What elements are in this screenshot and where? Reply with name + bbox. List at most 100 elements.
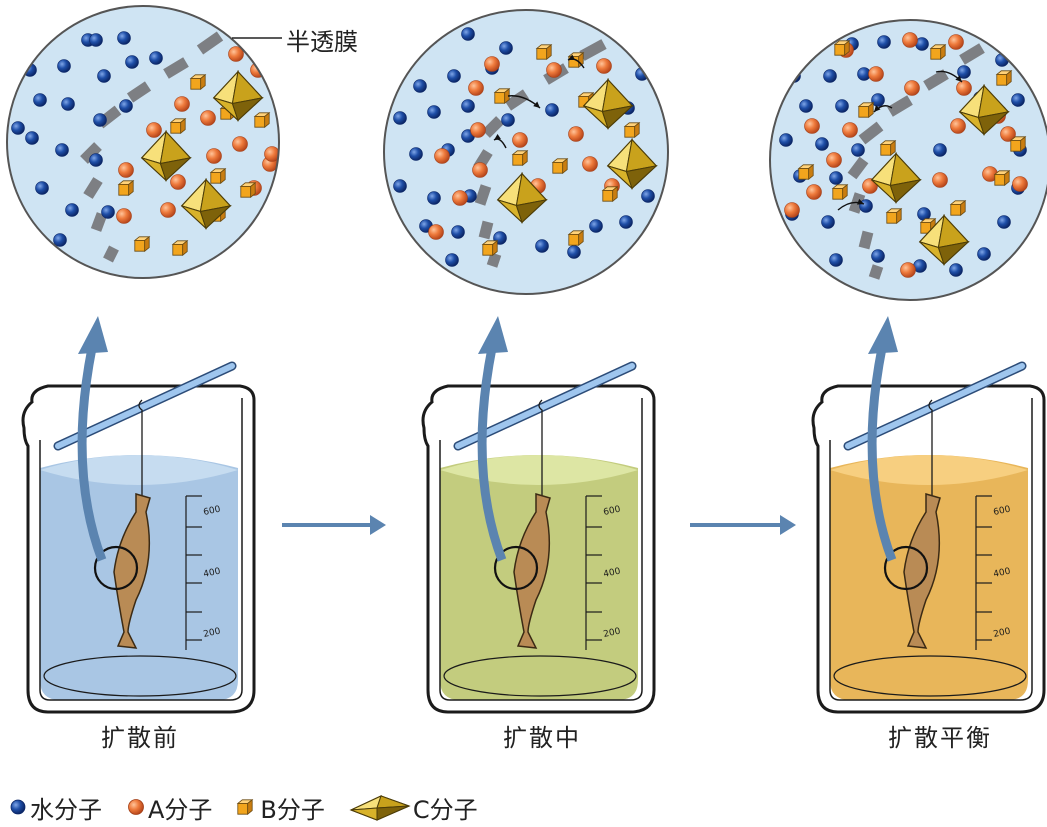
hanging-string [138, 399, 143, 502]
water-molecule [829, 253, 843, 267]
water-molecule [799, 99, 813, 113]
a-molecule [512, 132, 528, 148]
water-molecule [871, 93, 885, 107]
water-molecule [57, 59, 71, 73]
b-molecule [552, 158, 568, 174]
membrane-segment [103, 245, 119, 263]
magnified-view-equilibrium [769, 19, 1047, 301]
glass-rod-fill [845, 363, 1025, 449]
beaker-base [443, 655, 637, 697]
liquid-surface [830, 455, 1028, 485]
a-molecule [804, 118, 820, 134]
magnify-arrow-head [868, 316, 898, 354]
water-molecule [93, 113, 107, 127]
water-molecule [55, 143, 69, 157]
a-molecule [904, 80, 920, 96]
membrane-segment [959, 43, 985, 65]
a-molecule [546, 62, 562, 78]
b-molecule-icon [237, 799, 254, 815]
membrane-segment [196, 31, 224, 55]
dialysis-bag [903, 493, 941, 649]
b-molecule [568, 230, 584, 246]
hanging-string [928, 399, 933, 502]
a-molecule [174, 96, 190, 112]
a-molecule [116, 208, 132, 224]
water-molecule [997, 215, 1011, 229]
b-molecule [996, 70, 1012, 86]
hanging-string [538, 399, 543, 502]
water-molecule [461, 99, 475, 113]
a-molecule [582, 156, 598, 172]
water-molecule [101, 205, 115, 219]
water-molecule [25, 131, 39, 145]
water-molecule [427, 191, 441, 205]
water-molecule [393, 179, 407, 193]
movement-arrow-head [857, 198, 864, 205]
b-molecule [172, 240, 188, 256]
beaker-outline [811, 384, 1046, 714]
magnify-arrow [77, 347, 107, 562]
b-molecule [602, 186, 618, 202]
b-molecule [254, 112, 270, 128]
legend-item-b: B分子 [234, 790, 325, 825]
scale-label: 200 [203, 627, 222, 640]
water-molecule [589, 219, 603, 233]
b-molecule [494, 88, 510, 104]
zoom-circle [493, 545, 539, 591]
legend-label-water: 水分子 [30, 795, 102, 824]
membrane-segment [478, 220, 494, 240]
water-molecule [61, 97, 75, 111]
a-molecule [468, 80, 484, 96]
membrane-segment [80, 142, 102, 164]
transition-arrow-head [780, 515, 796, 535]
membrane-segment [579, 39, 607, 61]
a-molecule [568, 126, 584, 142]
scale-label: 200 [603, 627, 622, 640]
a-molecule [118, 162, 134, 178]
b-molecule [118, 180, 134, 196]
stage-label-before: 扩散前 [101, 724, 179, 752]
b-molecule [886, 208, 902, 224]
beaker-inner-wall [39, 398, 243, 701]
a-molecule [596, 58, 612, 74]
membrane-segment [163, 57, 189, 79]
water-molecule [823, 69, 837, 83]
a-molecule [956, 80, 972, 96]
membrane-segment [847, 156, 869, 180]
b-molecule [832, 184, 848, 200]
water-molecule [97, 69, 111, 83]
water-molecule [35, 181, 49, 195]
membrane-segment [868, 264, 884, 280]
water-molecule [53, 233, 67, 247]
water-molecule [821, 215, 835, 229]
membrane-segment [858, 121, 884, 145]
water-molecule [393, 111, 407, 125]
water-molecule [535, 239, 549, 253]
scale-label: 600 [993, 505, 1012, 518]
membrane-segment [504, 89, 530, 111]
a-molecule [902, 32, 918, 48]
magnify-arrow [867, 347, 897, 562]
water-molecule [933, 143, 947, 157]
water-molecule [835, 99, 849, 113]
movement-arrow-head [568, 54, 575, 60]
water-molecule [877, 35, 891, 49]
a-molecule [160, 202, 176, 218]
water-molecule [409, 147, 423, 161]
legend-item-c: C分子 [347, 790, 478, 825]
water-molecule [499, 41, 513, 55]
scale-label: 400 [603, 567, 622, 580]
water-molecule [461, 27, 475, 41]
water-molecule [1011, 93, 1025, 107]
a-molecule [200, 110, 216, 126]
water-molecule [619, 215, 633, 229]
legend-label-c: C分子 [412, 795, 478, 824]
b-molecule [624, 122, 640, 138]
water-molecule [33, 93, 47, 107]
b-molecule [210, 168, 226, 184]
b-molecule [240, 182, 256, 198]
a-molecule [264, 146, 279, 162]
water-molecule [779, 133, 793, 147]
a-molecule [146, 122, 162, 138]
